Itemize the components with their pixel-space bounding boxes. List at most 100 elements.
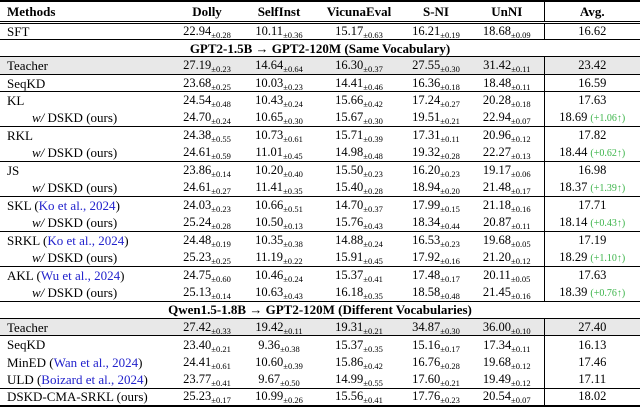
score-cell: 24.41±0.61 <box>172 353 242 370</box>
score-cell: 22.94±0.28 <box>172 22 242 39</box>
score-value: 19.32 <box>412 145 441 160</box>
avg-cell: 16.59 <box>543 74 640 92</box>
gain-badge: (+0.43↑) <box>590 217 626 229</box>
avg-value: 17.46 <box>578 354 607 369</box>
score-value: 10.43 <box>255 93 284 108</box>
score-cell: 14.64±0.64 <box>242 57 316 74</box>
score-cell: 36.00±0.10 <box>470 318 544 335</box>
score-value: 14.70 <box>335 198 364 213</box>
score-cell: 20.28±0.18 <box>470 92 544 109</box>
avg-value: 18.29 <box>559 249 588 264</box>
citation-link[interactable]: Ko et al., 2024 <box>38 197 116 213</box>
table-row: SeqKD 23.68±0.25 10.03±0.23 14.41±0.46 16.36… <box>0 74 640 92</box>
score-cell: 14.41±0.46 <box>316 74 402 91</box>
score-stddev: ±0.38 <box>280 343 300 354</box>
score-cell: 17.31±0.11 <box>402 127 470 144</box>
score-stddev: ±0.22 <box>283 255 303 266</box>
score-value: 16.36 <box>412 75 441 90</box>
score-value: 34.87 <box>412 319 441 334</box>
score-value: 10.50 <box>255 215 284 230</box>
score-cell: 9.67±0.50 <box>242 371 316 388</box>
citation-link[interactable]: Wan et al., 2024 <box>53 354 139 370</box>
score-cell: 19.68±0.05 <box>470 231 544 248</box>
column-header-avg: Avg. <box>543 1 640 22</box>
avg-cell: 23.42 <box>543 56 640 75</box>
score-cell: 18.34±0.44 <box>402 214 470 231</box>
score-cell: 15.66±0.42 <box>316 92 402 109</box>
method-cell: Teacher <box>7 58 48 74</box>
table-row: RKL 24.38±0.55 10.73±0.61 15.71±0.39 17.31±0… <box>0 126 640 145</box>
score-cell: 23.68±0.25 <box>172 74 242 91</box>
score-value: 36.00 <box>482 319 512 334</box>
section-header-label: GPT2-1.5B → GPT2-120M (Same Vocabulary) <box>189 40 451 56</box>
score-value: 15.56 <box>335 389 364 404</box>
score-cell: 14.98±0.48 <box>316 144 402 161</box>
score-stddev: ±0.55 <box>211 134 231 145</box>
score-value: 15.40 <box>335 180 364 195</box>
score-value: 27.19 <box>183 58 212 73</box>
avg-value: 18.44 <box>559 145 588 160</box>
score-value: 17.99 <box>412 198 441 213</box>
score-cell: 24.48±0.19 <box>172 231 242 248</box>
score-cell: 18.68±0.09 <box>470 22 544 39</box>
score-stddev: ±0.45 <box>363 255 383 266</box>
score-cell: 25.24±0.28 <box>172 214 242 231</box>
score-value: 16.20 <box>412 163 441 178</box>
score-cell: 10.43±0.24 <box>242 92 316 109</box>
score-stddev: ±0.11 <box>440 134 460 145</box>
score-cell: 14.70±0.37 <box>316 196 402 213</box>
score-cell: 23.40±0.21 <box>172 336 242 353</box>
score-value: 24.75 <box>183 267 212 282</box>
score-cell: 27.42±0.33 <box>172 318 242 335</box>
column-header-vicunaeval: VicunaEval <box>326 3 392 19</box>
score-cell: 16.21±0.19 <box>402 22 470 39</box>
score-value: 19.68 <box>482 354 512 369</box>
score-stddev: ±0.38 <box>283 238 303 249</box>
score-cell: 22.27±0.13 <box>470 144 544 161</box>
method-cell: w/ DSKD (ours) <box>32 110 118 126</box>
score-value: 17.48 <box>412 267 441 282</box>
avg-cell: 17.46 <box>543 353 640 371</box>
column-header-dolly: Dolly <box>192 3 222 19</box>
score-cell: 24.75±0.60 <box>172 266 242 283</box>
score-value: 15.37 <box>335 267 364 282</box>
score-stddev: ±0.40 <box>283 169 303 179</box>
score-value: 19.51 <box>412 110 441 125</box>
method-cell: w/ DSKD (ours) <box>32 249 118 265</box>
score-stddev: ±0.50 <box>280 377 300 388</box>
method-prefix: w/ <box>32 110 45 126</box>
score-value: 20.87 <box>483 215 512 230</box>
avg-value: 18.37 <box>559 179 588 194</box>
score-cell: 21.20±0.12 <box>470 249 544 266</box>
score-stddev: ±0.21 <box>211 343 231 354</box>
score-stddev: ±0.06 <box>511 169 531 179</box>
citation-link[interactable]: Boizard et al., 2024 <box>41 371 144 387</box>
score-cell: 10.50±0.13 <box>242 214 316 231</box>
score-stddev: ±0.17 <box>440 273 460 284</box>
gain-badge: (+0.76↑) <box>590 287 626 299</box>
score-cell: 24.03±0.23 <box>172 196 242 213</box>
score-value: 21.18 <box>482 198 512 213</box>
score-stddev: ±0.41 <box>211 377 231 388</box>
citation-link[interactable]: Wu et al., 2024 <box>40 267 121 283</box>
score-cell: 15.71±0.39 <box>316 127 402 144</box>
score-stddev: ±0.30 <box>440 64 460 75</box>
score-cell: 15.16±0.17 <box>402 336 470 353</box>
citation-link[interactable]: Ko et al., 2024 <box>47 232 125 248</box>
score-cell: 16.36±0.18 <box>402 74 470 91</box>
table-row: w/ DSKD (ours) 25.24±0.28 10.50±0.13 15.76±… <box>0 213 640 232</box>
table-row: Teacher 27.42±0.33 19.42±0.11 19.31±0.21 34.… <box>0 318 640 336</box>
score-value: 27.42 <box>183 319 212 334</box>
avg-cell: 16.98 <box>543 161 640 179</box>
score-cell: 16.18±0.35 <box>316 284 402 301</box>
table-row: Teacher 27.19±0.23 14.64±0.64 16.30±0.37 27.… <box>0 56 640 75</box>
score-value: 15.16 <box>412 337 441 352</box>
score-value: 19.49 <box>482 371 512 386</box>
score-value: 23.86 <box>183 163 212 178</box>
score-value: 24.03 <box>183 198 212 213</box>
score-cell: 10.46±0.24 <box>242 266 316 283</box>
score-cell: 17.34±0.11 <box>470 336 544 353</box>
method-cell: AKL (Wu et al., 2024) <box>7 267 125 283</box>
score-value: 23.40 <box>183 337 212 352</box>
score-cell: 16.53±0.23 <box>402 231 470 248</box>
